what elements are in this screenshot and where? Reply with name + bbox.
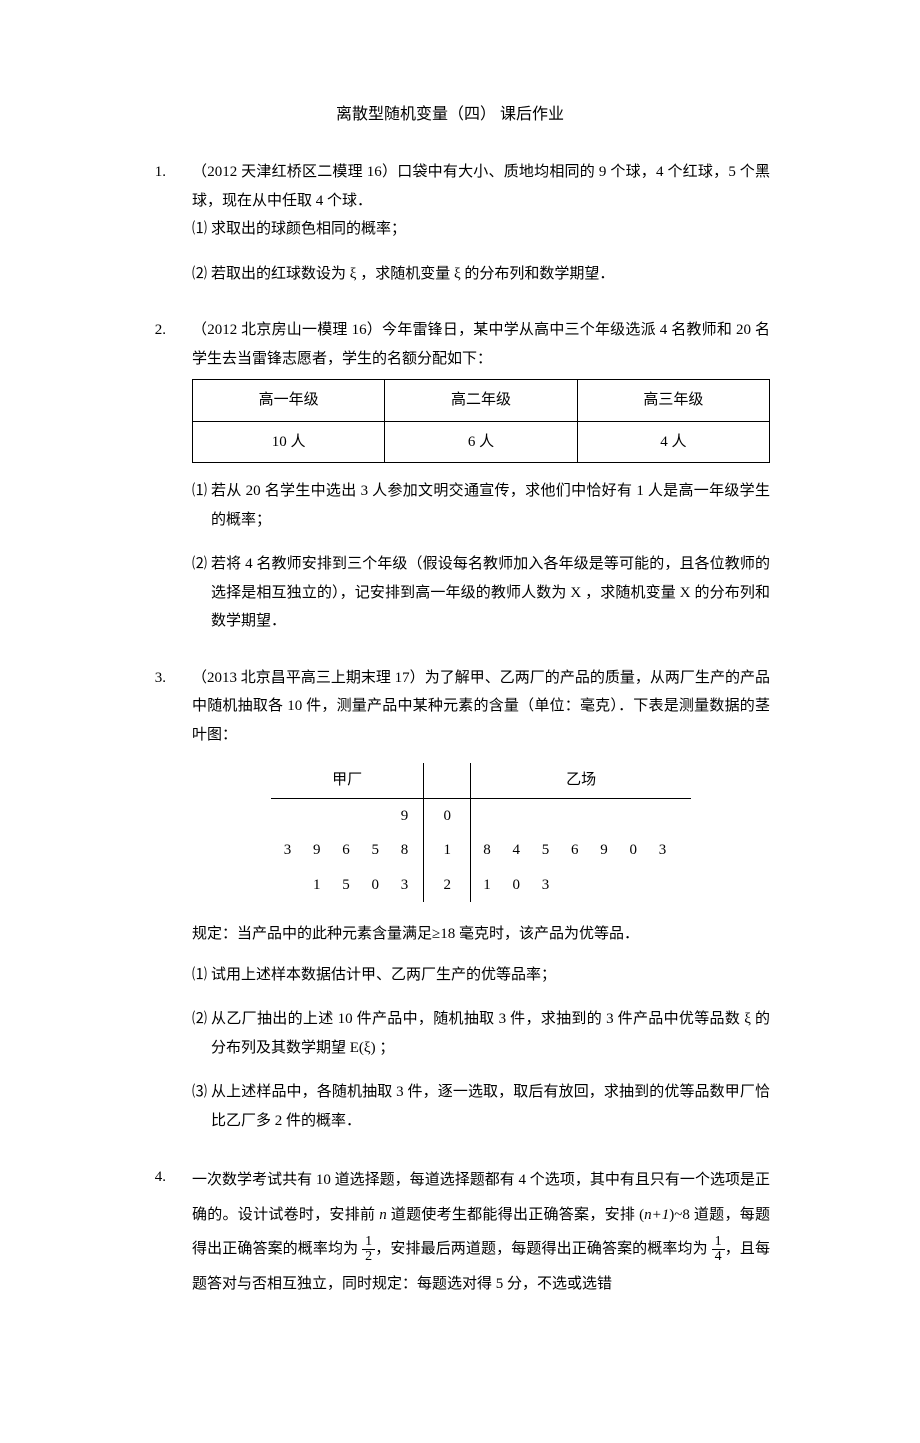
sub-text: 若将 4 名教师安排到三个年级（假设每名教师加入各年级是等可能的，且各位教师的选… bbox=[211, 550, 770, 636]
page-title: 离散型随机变量（四） 课后作业 bbox=[130, 100, 770, 130]
sub-text: 从乙厂抽出的上述 10 件产品中，随机抽取 3 件，求抽到的 3 件产品中优等品… bbox=[211, 1005, 770, 1062]
table-cell: 10 人 bbox=[193, 421, 385, 463]
sub-label: ⑵ bbox=[192, 550, 211, 636]
sub-label: ⑵ bbox=[192, 1005, 211, 1062]
sub-label: ⑴ bbox=[192, 477, 211, 534]
fraction: 12 bbox=[362, 1235, 375, 1265]
problem-number: 2. bbox=[130, 316, 192, 642]
table-header: 高三年级 bbox=[577, 380, 769, 422]
table-header: 高二年级 bbox=[385, 380, 577, 422]
table-cell: 4 人 bbox=[577, 421, 769, 463]
sub-3-3: ⑶ 从上述样品中，各随机抽取 3 件，逐一选取，取后有放回，求抽到的优等品数甲厂… bbox=[192, 1078, 770, 1135]
sub-text: 从上述样品中，各随机抽取 3 件，逐一选取，取后有放回，求抽到的优等品数甲厂恰比… bbox=[211, 1078, 770, 1135]
stemleaf-stem: 1 bbox=[424, 833, 471, 868]
problem-number: 4. bbox=[130, 1163, 192, 1301]
table-cell: 6 人 bbox=[385, 421, 577, 463]
sub-1-2: ⑵ 若取出的红球数设为 ξ ，求随机变量 ξ 的分布列和数学期望． bbox=[192, 260, 770, 289]
sub-text: 求取出的球颜色相同的概率； bbox=[211, 215, 770, 244]
stemleaf-left: 3 9 6 5 8 bbox=[271, 833, 424, 868]
sub-3-1: ⑴ 试用上述样本数据估计甲、乙两厂生产的优等品率； bbox=[192, 961, 770, 990]
grade-table: 高一年级 高二年级 高三年级 10 人 6 人 4 人 bbox=[192, 379, 770, 463]
problem-intro: （2012 北京房山一模理 16）今年雷锋日，某中学从高中三个年级选派 4 名教… bbox=[192, 316, 770, 373]
sub-2-2: ⑵ 若将 4 名教师安排到三个年级（假设每名教师加入各年级是等可能的，且各位教师… bbox=[192, 550, 770, 636]
stemleaf-stem: 0 bbox=[424, 798, 471, 833]
sub-1-1: ⑴ 求取出的球颜色相同的概率； bbox=[192, 215, 770, 244]
stem-leaf-table: 甲厂 乙场 9 0 3 9 6 5 8 1 8 4 5 6 9 0 3 1 5 … bbox=[271, 763, 691, 902]
stemleaf-right-label: 乙场 bbox=[471, 763, 691, 798]
sub-2-1: ⑴ 若从 20 名学生中选出 3 人参加文明交通宣传，求他们中恰好有 1 人是高… bbox=[192, 477, 770, 534]
sub-text: 试用上述样本数据估计甲、乙两厂生产的优等品率； bbox=[211, 961, 770, 990]
problem-4: 4. 一次数学考试共有 10 道选择题，每道选择题都有 4 个选项，其中有且只有… bbox=[130, 1163, 770, 1301]
stemleaf-left: 1 5 0 3 bbox=[271, 868, 424, 903]
sub-text: 若从 20 名学生中选出 3 人参加文明交通宣传，求他们中恰好有 1 人是高一年… bbox=[211, 477, 770, 534]
stemleaf-stem: 2 bbox=[424, 868, 471, 903]
stemleaf-left-label: 甲厂 bbox=[271, 763, 424, 798]
problem-rule: 规定：当产品中的此种元素含量满足≥18 毫克时，该产品为优等品． bbox=[192, 920, 770, 949]
sub-3-2: ⑵ 从乙厂抽出的上述 10 件产品中，随机抽取 3 件，求抽到的 3 件产品中优… bbox=[192, 1005, 770, 1062]
problem-intro: 一次数学考试共有 10 道选择题，每道选择题都有 4 个选项，其中有且只有一个选… bbox=[192, 1163, 770, 1301]
stemleaf-right: 1 0 3 bbox=[471, 868, 691, 903]
sub-label: ⑴ bbox=[192, 961, 211, 990]
stemleaf-right bbox=[471, 798, 691, 833]
problem-3: 3. （2013 北京昌平高三上期末理 17）为了解甲、乙两厂的产品的质量，从两… bbox=[130, 664, 770, 1142]
sub-label: ⑶ bbox=[192, 1078, 211, 1135]
problem-intro: （2013 北京昌平高三上期末理 17）为了解甲、乙两厂的产品的质量，从两厂生产… bbox=[192, 664, 770, 750]
sub-text: 若取出的红球数设为 ξ ，求随机变量 ξ 的分布列和数学期望． bbox=[211, 260, 770, 289]
problem-number: 3. bbox=[130, 664, 192, 1142]
problem-2: 2. （2012 北京房山一模理 16）今年雷锋日，某中学从高中三个年级选派 4… bbox=[130, 316, 770, 642]
problem-1: 1. （2012 天津红桥区二模理 16）口袋中有大小、质地均相同的 9 个球，… bbox=[130, 158, 770, 294]
sub-label: ⑵ bbox=[192, 260, 211, 289]
sub-label: ⑴ bbox=[192, 215, 211, 244]
fraction: 14 bbox=[712, 1235, 725, 1265]
problem-intro: （2012 天津红桥区二模理 16）口袋中有大小、质地均相同的 9 个球，4 个… bbox=[192, 158, 770, 215]
problem-number: 1. bbox=[130, 158, 192, 294]
table-header: 高一年级 bbox=[193, 380, 385, 422]
stemleaf-left: 9 bbox=[271, 798, 424, 833]
stemleaf-right: 8 4 5 6 9 0 3 bbox=[471, 833, 691, 868]
